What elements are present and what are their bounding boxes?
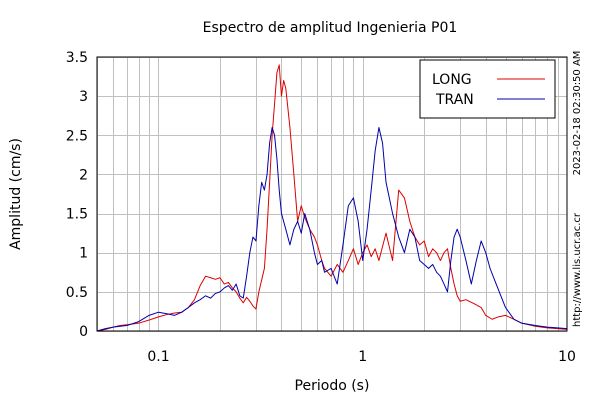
series-lines	[96, 64, 568, 332]
chart-title: Espectro de amplitud Ingenieria P01	[203, 20, 458, 36]
axis-ticks: 0 0.5 1 1.5 2 2.5 3 3.5 0.1 1 10	[66, 50, 576, 365]
plot-frame	[96, 56, 568, 332]
y-tick-label: 1	[79, 246, 88, 262]
y-tick-label: 2.5	[66, 128, 88, 144]
series-line-tran	[96, 126, 568, 332]
source-url-text: http://www.lis.ucr.ac.cr	[572, 212, 583, 327]
y-tick-label: 2	[79, 167, 88, 183]
legend: LONG TRAN	[419, 59, 556, 119]
legend-label-long: LONG	[432, 72, 472, 88]
grid	[97, 57, 567, 332]
series-line-long	[96, 64, 568, 332]
x-tick-label: 0.1	[147, 349, 169, 365]
x-tick-label: 1	[358, 349, 367, 365]
x-tick-label: 10	[558, 349, 576, 365]
y-tick-label: 0.5	[66, 285, 88, 301]
y-tick-label: 1.5	[66, 207, 88, 223]
y-tick-label: 3	[79, 89, 88, 105]
y-axis-label: Amplitud (cm/s)	[8, 138, 24, 250]
legend-label-tran: TRAN	[435, 92, 474, 108]
timestamp-text: 2023-02-18 02:30:50 AM	[572, 51, 583, 176]
y-tick-label: 3.5	[66, 50, 88, 66]
legend-box	[419, 59, 556, 119]
x-axis-label: Periodo (s)	[295, 378, 370, 394]
y-tick-label: 0	[79, 324, 88, 340]
